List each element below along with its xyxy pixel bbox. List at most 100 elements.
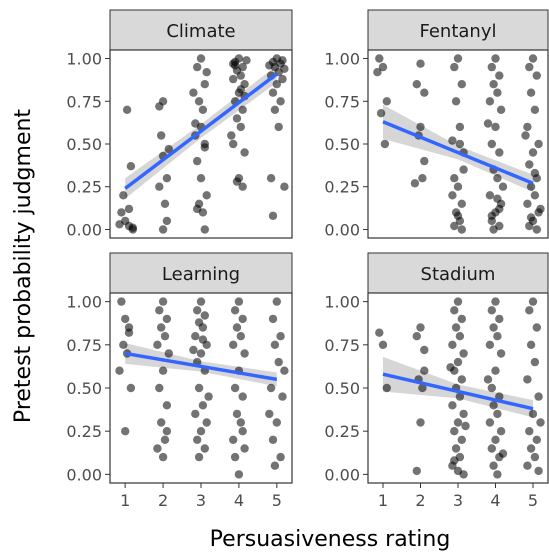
data-point xyxy=(236,85,245,94)
data-point xyxy=(234,470,244,479)
data-point xyxy=(270,461,280,470)
data-point xyxy=(164,144,173,154)
data-point xyxy=(457,435,466,444)
data-point xyxy=(236,332,245,341)
data-point xyxy=(240,349,249,358)
data-point xyxy=(420,366,429,375)
data-point xyxy=(485,97,495,106)
data-point xyxy=(229,435,238,444)
data-point xyxy=(530,357,540,367)
y-tick-label: 1.00 xyxy=(324,50,360,69)
data-point xyxy=(375,328,384,337)
data-point xyxy=(196,349,206,358)
data-point xyxy=(457,314,466,324)
data-point xyxy=(155,102,164,111)
data-point xyxy=(280,366,289,375)
data-point xyxy=(495,148,504,157)
y-tick-label: 0.00 xyxy=(324,465,360,484)
data-point xyxy=(455,332,465,341)
data-point xyxy=(532,225,541,234)
data-point xyxy=(193,204,202,214)
data-point xyxy=(278,56,287,65)
data-point xyxy=(268,314,278,324)
data-point xyxy=(270,105,280,115)
data-point xyxy=(121,314,130,324)
data-point xyxy=(416,59,425,68)
data-point xyxy=(200,225,209,234)
data-point xyxy=(498,182,508,191)
data-point xyxy=(450,62,459,72)
data-point xyxy=(528,409,538,419)
data-point xyxy=(276,97,285,106)
data-point xyxy=(265,409,274,419)
data-point xyxy=(523,461,532,470)
data-point xyxy=(455,139,465,149)
data-point xyxy=(191,332,200,341)
data-point xyxy=(202,418,211,427)
data-point xyxy=(496,427,506,436)
data-point xyxy=(124,323,134,332)
data-point xyxy=(232,409,242,419)
x-tick-label: 5 xyxy=(528,491,538,510)
data-point xyxy=(491,366,500,375)
data-point xyxy=(194,452,204,462)
data-point xyxy=(266,174,276,183)
data-point xyxy=(227,131,236,140)
data-point xyxy=(525,427,534,436)
data-point xyxy=(238,314,247,324)
data-point xyxy=(455,392,465,401)
data-point xyxy=(276,332,285,341)
data-point xyxy=(485,340,495,349)
data-point xyxy=(382,97,391,106)
data-point xyxy=(534,139,543,149)
data-point xyxy=(196,54,206,63)
data-point xyxy=(229,74,238,84)
data-point xyxy=(536,418,545,427)
data-point xyxy=(160,332,170,341)
data-point xyxy=(236,418,245,427)
x-tick-label: 4 xyxy=(234,491,244,510)
x-tick-label: 2 xyxy=(158,491,168,510)
data-point xyxy=(193,62,202,72)
data-point xyxy=(528,297,538,306)
data-point xyxy=(453,418,463,427)
data-point xyxy=(242,56,251,65)
data-point xyxy=(532,323,541,332)
data-point xyxy=(418,383,427,393)
data-point xyxy=(189,88,198,97)
data-point xyxy=(202,191,211,200)
y-tick-label: 0.25 xyxy=(324,422,360,441)
data-point xyxy=(193,156,202,166)
data-point xyxy=(200,444,209,453)
data-point xyxy=(380,139,390,149)
facet-label: Climate xyxy=(166,21,235,42)
data-point xyxy=(191,409,200,419)
data-point xyxy=(157,418,166,427)
y-tick-label: 1.00 xyxy=(66,293,102,312)
data-point xyxy=(420,345,429,355)
data-point xyxy=(459,349,468,358)
data-point xyxy=(266,383,276,393)
data-point xyxy=(236,122,245,132)
data-point xyxy=(265,61,274,70)
data-point xyxy=(240,148,249,157)
panel-stadium: Stadium 0.00 0.25 0.50 0.75 1.00 1 2 3 4 5 xyxy=(324,252,549,510)
data-point xyxy=(162,401,172,410)
x-tick-label: 1 xyxy=(378,491,388,510)
data-point xyxy=(530,191,540,200)
y-tick-label: 0.00 xyxy=(324,220,360,239)
data-point xyxy=(126,162,136,171)
data-point xyxy=(153,340,162,349)
data-point xyxy=(117,297,126,306)
data-point xyxy=(376,109,386,118)
data-point xyxy=(493,174,502,183)
data-point xyxy=(196,297,206,306)
x-tick-label: 3 xyxy=(453,491,463,510)
y-tick-label: 0.75 xyxy=(66,336,102,355)
data-point xyxy=(412,80,421,89)
panel-learning: Learning 0.00 0.25 0.50 0.75 1.00 1 2 3 4 5 xyxy=(66,252,293,510)
data-point xyxy=(525,306,534,315)
data-point xyxy=(487,139,496,149)
facet-strip xyxy=(367,9,549,51)
data-point xyxy=(530,168,540,178)
